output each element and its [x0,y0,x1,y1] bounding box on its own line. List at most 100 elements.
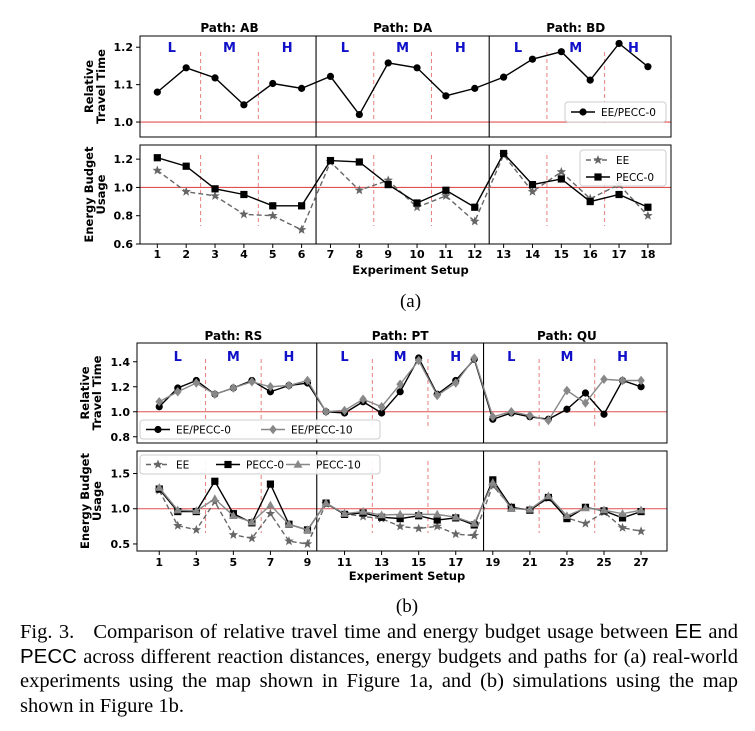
distance-label: M [560,350,573,365]
x-tick-label: 10 [409,248,425,261]
data-point [152,165,163,175]
data-point [586,197,594,206]
data-point [265,508,276,518]
x-tick-label: 1 [155,556,163,569]
data-point [441,190,451,200]
data-point [340,509,349,517]
data-point [326,156,335,165]
distance-label: L [174,350,182,365]
data-point [173,386,182,397]
data-point [471,203,479,211]
data-point [266,388,275,396]
data-point [248,376,256,387]
data-point [442,92,450,100]
data-point [636,505,646,514]
legend-marker [593,155,603,165]
distance-label: H [284,350,295,365]
data-point [384,181,392,189]
path-title: Path: BD [546,21,605,35]
data-point [644,203,652,211]
data-point [191,524,202,534]
data-point [413,523,424,533]
y-tick-label: 1.2 [114,153,134,166]
x-tick-label: 11 [438,248,453,261]
caption-pecc: PECC [20,644,77,668]
legend: EE PECC-0 PECC-10 [139,454,381,475]
data-point [636,526,646,536]
caption-text-1: Comparison of relative travel time and e… [93,621,675,643]
data-point [228,529,239,539]
data-point [471,84,479,92]
data-point [506,504,516,512]
data-point [544,415,553,426]
x-tick-label: 9 [384,248,392,261]
y-axis-label: Travel Time [94,49,108,124]
y-tick-label: 0.6 [114,238,134,251]
x-tick-label: 13 [374,556,389,569]
x-tick-label: 5 [230,556,238,569]
data-point [615,190,623,199]
data-point [600,410,608,418]
data-point [586,76,594,84]
data-point [266,381,275,392]
data-point [229,383,238,393]
legend-box [564,101,667,123]
data-point [637,383,645,391]
data-point [433,516,441,524]
data-point [284,519,294,528]
data-point [395,509,405,518]
distance-label: H [450,350,461,365]
caption-label: Fig. 3. [20,621,75,643]
data-point [210,494,220,503]
legend: EE PECC-0 [579,149,667,187]
legend-marker [224,460,232,469]
data-point [413,199,421,207]
x-tick-label: 23 [559,556,574,569]
data-point [302,538,313,548]
data-point [500,73,508,81]
data-point [377,510,387,519]
data-point [354,185,365,195]
legend-marker [154,425,162,434]
y-tick-label: 0.8 [111,431,131,444]
distance-label: M [396,41,409,56]
path-title: Path: RS [205,329,263,343]
data-point [303,525,312,534]
data-point [181,186,191,196]
data-point [322,406,330,417]
data-point [412,202,422,212]
x-tick-label: 27 [633,556,648,569]
data-point [355,110,363,119]
y-axis-label: Energy Budget [78,453,92,549]
data-point [451,512,461,521]
x-tick-label: 15 [411,556,426,569]
data-point [377,401,386,412]
data-point [173,520,183,530]
x-tick-label: 5 [269,248,277,261]
figure-caption: Fig. 3. Comparison of relative travel ti… [20,620,738,718]
data-point [359,394,367,405]
data-point [618,509,627,517]
y-tick-label: 1.0 [114,181,134,194]
data-point [433,390,442,401]
legend-marker [293,459,303,468]
data-point [413,64,421,72]
x-tick-label: 6 [298,248,306,261]
data-point [442,186,450,194]
data-point [600,374,608,385]
distance-label: H [617,350,628,365]
data-point [470,216,480,226]
distance-label: H [282,41,293,56]
y-axis-label: Usage [94,174,108,214]
data-point [298,202,306,210]
x-tick-label: 1 [153,248,161,261]
subfigure-label: (b) [396,596,418,617]
legend-label: EE/PECC-10 [291,425,353,437]
legend-marker [153,459,163,469]
caption-text-2: across different reaction distances, ene… [20,645,738,717]
data-point [153,154,161,162]
